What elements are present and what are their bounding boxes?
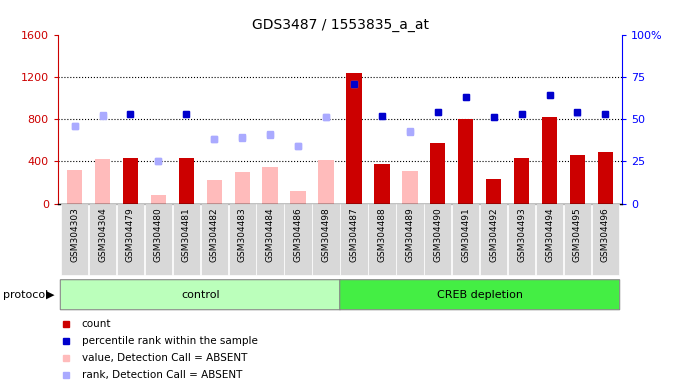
Text: GSM304304: GSM304304 [98, 207, 107, 262]
Bar [95, 159, 110, 204]
Text: ▶: ▶ [46, 290, 54, 300]
Bar [235, 172, 250, 204]
Text: GSM304496: GSM304496 [601, 207, 610, 262]
Text: protocol: protocol [3, 290, 49, 300]
Bar [290, 191, 306, 204]
Bar [123, 158, 138, 204]
Bar [67, 170, 82, 204]
Text: GSM304489: GSM304489 [405, 207, 414, 262]
Bar [598, 152, 613, 204]
Text: GSM304303: GSM304303 [70, 207, 79, 262]
FancyBboxPatch shape [61, 280, 340, 310]
FancyBboxPatch shape [284, 204, 311, 275]
Text: GSM304481: GSM304481 [182, 207, 191, 262]
Text: GSM304480: GSM304480 [154, 207, 163, 262]
Text: GSM304491: GSM304491 [461, 207, 471, 262]
Bar [458, 119, 473, 204]
FancyBboxPatch shape [201, 204, 228, 275]
FancyBboxPatch shape [592, 204, 619, 275]
Text: GSM304490: GSM304490 [433, 207, 442, 262]
Text: GSM304479: GSM304479 [126, 207, 135, 262]
Bar [514, 158, 529, 204]
Text: GSM304493: GSM304493 [517, 207, 526, 262]
FancyBboxPatch shape [117, 204, 144, 275]
FancyBboxPatch shape [424, 204, 452, 275]
Title: GDS3487 / 1553835_a_at: GDS3487 / 1553835_a_at [252, 18, 428, 32]
Bar [262, 167, 278, 204]
Bar [346, 73, 362, 204]
Bar [179, 158, 194, 204]
FancyBboxPatch shape [564, 204, 591, 275]
FancyBboxPatch shape [340, 280, 619, 310]
FancyBboxPatch shape [508, 204, 535, 275]
Text: control: control [181, 290, 220, 300]
Text: value, Detection Call = ABSENT: value, Detection Call = ABSENT [82, 353, 247, 363]
FancyBboxPatch shape [452, 204, 479, 275]
FancyBboxPatch shape [480, 204, 507, 275]
Text: GSM304482: GSM304482 [209, 207, 219, 262]
Bar [542, 117, 557, 204]
Bar [318, 160, 334, 204]
Bar [430, 143, 445, 204]
Text: GSM304484: GSM304484 [266, 207, 275, 262]
Bar [402, 171, 418, 204]
FancyBboxPatch shape [173, 204, 200, 275]
FancyBboxPatch shape [396, 204, 424, 275]
Bar [570, 155, 585, 204]
Text: GSM304495: GSM304495 [573, 207, 582, 262]
Text: count: count [82, 318, 111, 329]
FancyBboxPatch shape [369, 204, 396, 275]
Bar [486, 179, 501, 204]
FancyBboxPatch shape [312, 204, 340, 275]
Text: GSM304486: GSM304486 [294, 207, 303, 262]
FancyBboxPatch shape [228, 204, 256, 275]
Text: CREB depletion: CREB depletion [437, 290, 523, 300]
FancyBboxPatch shape [536, 204, 563, 275]
Text: GSM304492: GSM304492 [489, 207, 498, 262]
Bar [374, 164, 390, 204]
FancyBboxPatch shape [89, 204, 116, 275]
Bar [151, 195, 166, 204]
Bar [207, 180, 222, 204]
Text: GSM304483: GSM304483 [238, 207, 247, 262]
FancyBboxPatch shape [256, 204, 284, 275]
FancyBboxPatch shape [340, 204, 368, 275]
Text: GSM304487: GSM304487 [350, 207, 358, 262]
Text: GSM304494: GSM304494 [545, 207, 554, 262]
Text: percentile rank within the sample: percentile rank within the sample [82, 336, 257, 346]
Text: GSM304498: GSM304498 [322, 207, 330, 262]
Text: rank, Detection Call = ABSENT: rank, Detection Call = ABSENT [82, 370, 242, 381]
FancyBboxPatch shape [61, 204, 88, 275]
FancyBboxPatch shape [145, 204, 172, 275]
Text: GSM304488: GSM304488 [377, 207, 386, 262]
